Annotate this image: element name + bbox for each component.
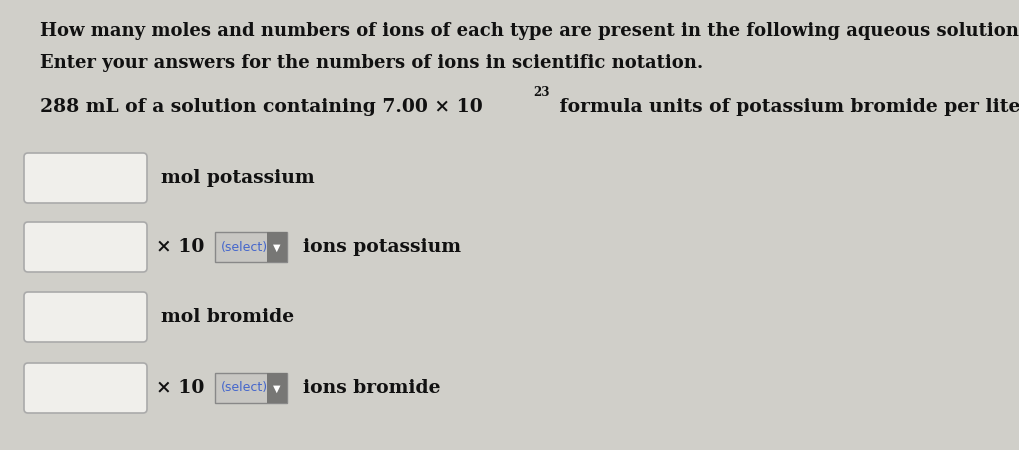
Text: ions potassium: ions potassium [303,238,461,256]
Text: formula units of potassium bromide per liter: formula units of potassium bromide per l… [552,98,1019,116]
Text: × 10: × 10 [156,379,204,397]
FancyBboxPatch shape [267,373,286,403]
Text: ▼: ▼ [273,243,280,253]
Text: mol potassium: mol potassium [161,169,314,187]
FancyBboxPatch shape [267,232,286,262]
Text: 23: 23 [533,86,549,99]
Text: × 10: × 10 [156,238,204,256]
Text: How many moles and numbers of ions of each type are present in the following aqu: How many moles and numbers of ions of ea… [40,22,1019,40]
Text: ions bromide: ions bromide [303,379,440,397]
FancyBboxPatch shape [24,363,147,413]
FancyBboxPatch shape [24,222,147,272]
FancyBboxPatch shape [215,373,286,403]
Text: mol bromide: mol bromide [161,308,293,326]
Text: (select): (select) [221,382,268,395]
Text: (select): (select) [221,240,268,253]
Text: 288 mL of a solution containing 7.00 × 10: 288 mL of a solution containing 7.00 × 1… [40,98,482,116]
FancyBboxPatch shape [24,153,147,203]
Text: Enter your answers for the numbers of ions in scientific notation.: Enter your answers for the numbers of io… [40,54,702,72]
FancyBboxPatch shape [215,232,286,262]
FancyBboxPatch shape [24,292,147,342]
Text: ▼: ▼ [273,384,280,394]
